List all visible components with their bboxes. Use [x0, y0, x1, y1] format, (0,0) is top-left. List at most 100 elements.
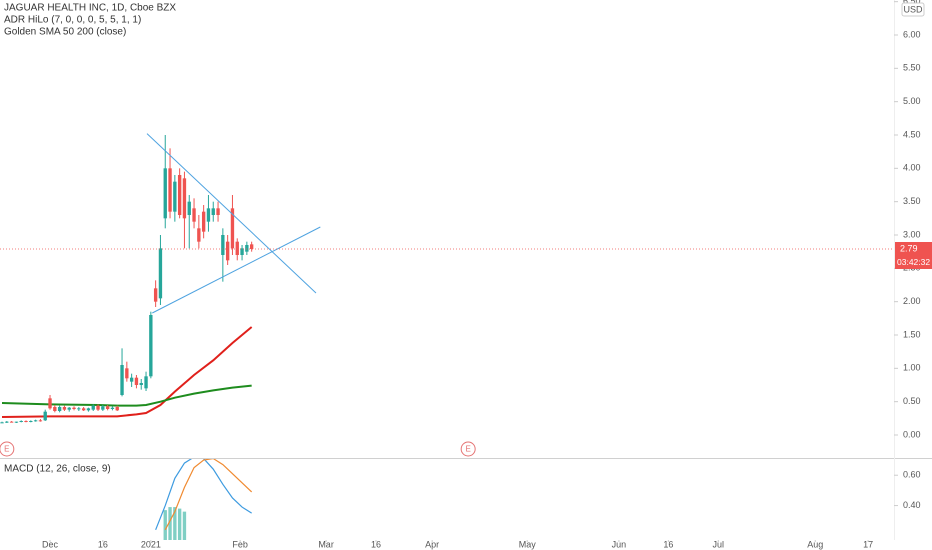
countdown: 03:42:32	[897, 257, 930, 267]
candle-body	[163, 168, 167, 219]
axes: 0.000.501.001.502.002.503.003.504.004.50…	[42, 0, 932, 549]
candle-body	[81, 408, 86, 411]
y-tick-label: 4.00	[903, 163, 921, 173]
candle-body	[168, 168, 172, 212]
candle-body	[115, 407, 119, 411]
candle-body	[77, 408, 81, 410]
candle-body	[225, 241, 230, 261]
candle-body	[110, 407, 115, 409]
y-tick-label: 0.50	[903, 396, 921, 406]
candle-body	[201, 211, 206, 232]
candle-body	[211, 208, 215, 215]
x-tick-label: 17	[863, 539, 873, 549]
candle-body	[67, 407, 71, 410]
sma-line	[2, 326, 253, 418]
candle-body	[134, 377, 139, 385]
last-price-box	[895, 242, 932, 256]
y-tick-label: 5.50	[903, 63, 921, 73]
trendline	[152, 226, 321, 314]
candle-body	[221, 235, 225, 255]
candle-body	[158, 248, 163, 299]
candle-body	[38, 420, 43, 422]
macd-line	[164, 459, 253, 531]
y-tick-label: 3.50	[903, 196, 921, 206]
x-tick-label: Dec	[42, 539, 59, 549]
candle-body	[125, 368, 129, 379]
candle-body	[53, 407, 57, 411]
macd-histogram-bar	[163, 510, 167, 540]
candle-body	[9, 421, 14, 423]
y-tick-label: 6.00	[903, 29, 921, 39]
y-tick-label: 5.00	[903, 96, 921, 106]
candle-body	[149, 315, 153, 377]
macd-pane[interactable]	[155, 457, 253, 540]
x-tick-label: Jul	[713, 539, 725, 549]
y-tick-label: 0.00	[903, 429, 921, 439]
event-marker	[460, 441, 476, 457]
currency-box[interactable]	[901, 2, 925, 17]
y-tick-label: 3.00	[903, 229, 921, 239]
candle-body	[216, 208, 220, 215]
candle-body	[101, 406, 105, 410]
candle-body	[62, 407, 67, 410]
candle-body	[24, 421, 28, 422]
y-tick-label: 2.00	[903, 296, 921, 306]
candle-body	[33, 420, 38, 422]
countdown-box	[895, 256, 932, 269]
currency: USD	[903, 4, 923, 14]
candle-body	[29, 421, 33, 422]
candle-body	[96, 405, 100, 410]
macd-histogram-bar	[173, 507, 177, 540]
y-tick-label: 1.50	[903, 329, 921, 339]
candle-body	[187, 201, 191, 215]
symbol-title[interactable]: JAGUAR HEALTH INC, 1D, Cboe BZX	[4, 3, 176, 14]
candle-body	[105, 406, 110, 409]
candle-body	[182, 178, 187, 219]
y-tick-label: 4.50	[903, 129, 921, 139]
candle-body	[5, 421, 9, 423]
indicator-label[interactable]: Golden SMA 50 200 (close)	[4, 27, 126, 38]
x-tick-label: 16	[98, 539, 108, 549]
trendline	[146, 133, 317, 294]
candle-body	[43, 411, 47, 421]
x-tick-label: 16	[371, 539, 381, 549]
candle-body	[14, 421, 19, 423]
candle-body	[249, 244, 254, 249]
candle-body	[19, 421, 23, 422]
macd-histogram-bar	[177, 508, 182, 540]
candle-body	[153, 288, 158, 302]
x-tick-label: May	[519, 539, 537, 549]
candle-body	[144, 376, 148, 389]
event-marker	[0, 441, 15, 457]
x-tick-label: Apr	[425, 539, 439, 549]
y-tick-label: 1.00	[903, 363, 921, 373]
x-tick-label: Feb	[232, 539, 248, 549]
candle-body	[245, 245, 249, 252]
candle-body	[230, 208, 235, 249]
candle-body	[120, 365, 124, 395]
event-label: E	[4, 445, 9, 454]
candle-body	[192, 208, 196, 222]
candle-body	[173, 181, 177, 212]
macd-label[interactable]: MACD (12, 26, close, 9)	[4, 464, 111, 475]
x-tick-label: Jun	[612, 539, 627, 549]
macd-line	[155, 459, 252, 531]
indicator-label[interactable]: ADR HiLo (7, 0, 0, 0, 5, 5, 1, 1)	[4, 15, 141, 26]
candle-body	[57, 407, 62, 411]
x-tick-label: 2021	[141, 539, 161, 549]
candle-body	[235, 241, 239, 255]
macd-histogram-bar	[182, 511, 187, 540]
candle-body	[129, 377, 134, 382]
x-tick-label: Mar	[318, 539, 334, 549]
last-price-label: 2.79	[900, 243, 918, 253]
macd-histogram-bar	[168, 507, 172, 540]
candle-body	[240, 248, 244, 255]
candle-body	[48, 398, 52, 409]
candle-body	[91, 405, 95, 410]
candle-body	[177, 175, 182, 215]
y-tick-label: 0.40	[903, 500, 921, 510]
y-tick-label: 0.60	[903, 470, 921, 480]
